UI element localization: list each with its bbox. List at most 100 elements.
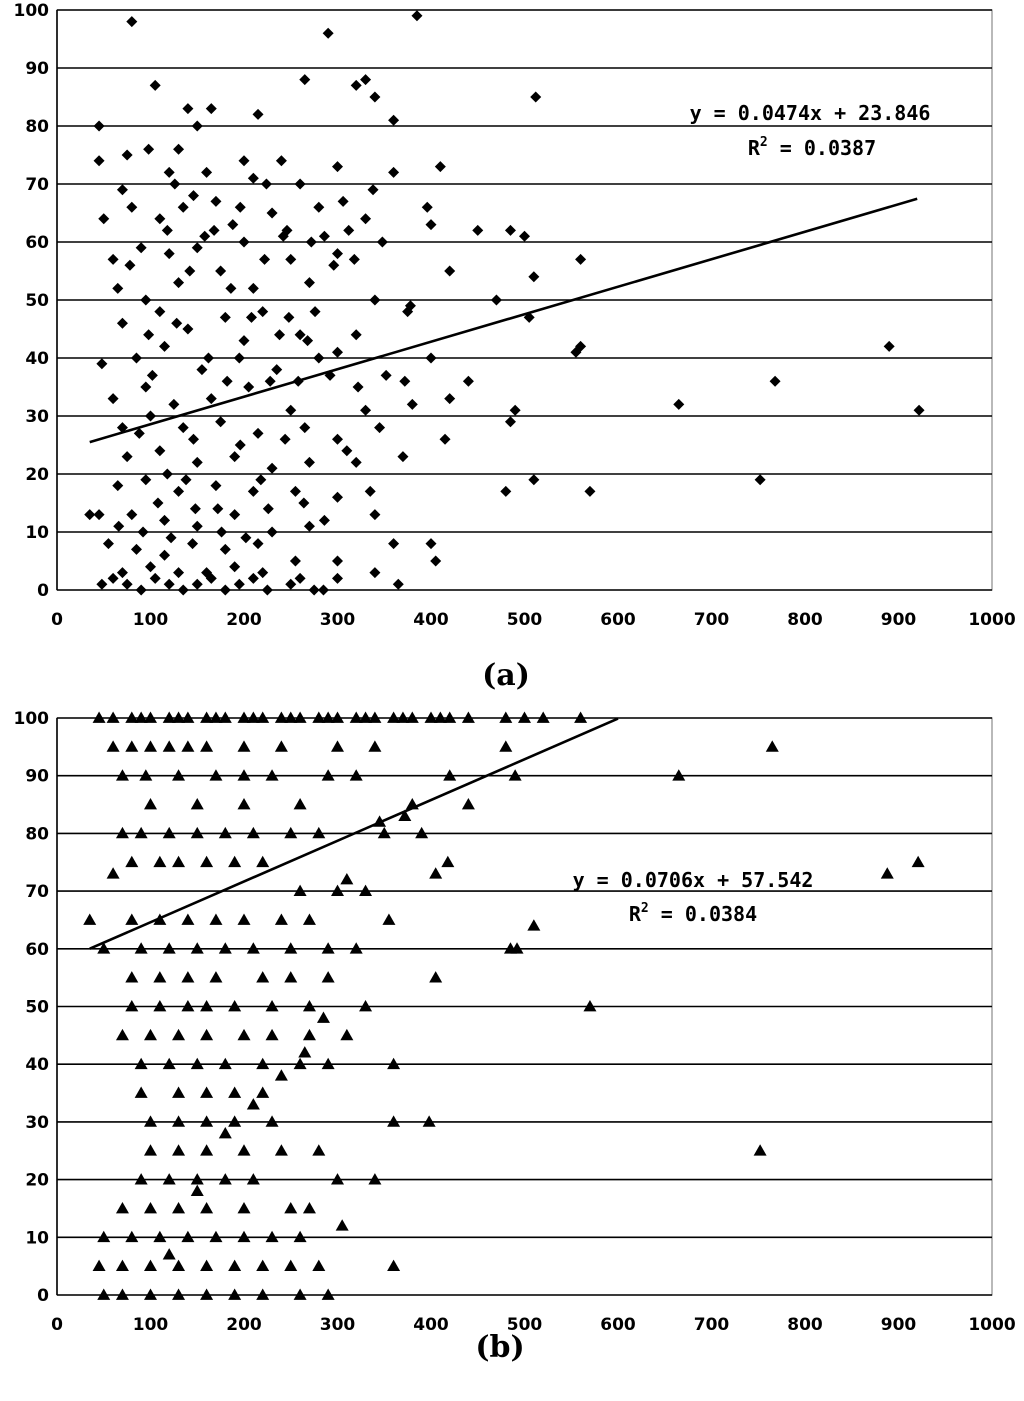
diamond-marker [260,178,272,190]
triangle-marker [396,711,410,723]
diamond-marker [332,433,343,445]
triangle-marker [349,711,363,723]
diamond-marker [227,219,239,231]
diamond-marker [180,474,192,486]
diamond-marker [191,120,203,132]
diamond-marker [425,352,437,364]
triangle-marker [359,884,373,896]
triangle-marker [429,867,443,879]
diamond-marker [229,451,241,463]
triangle-marker [125,740,139,752]
diamond-marker [298,497,310,509]
triangle-marker [359,711,373,723]
diamond-marker [221,375,233,387]
triangle-marker [246,711,260,723]
trendline [89,717,619,950]
diamond-marker [380,369,392,381]
r-squared-value: = 0.0384 [649,902,757,926]
diamond-marker [444,393,456,405]
y-tick-label: 10 [25,523,49,543]
triangle-marker [172,1201,186,1214]
triangle-marker [97,1288,111,1300]
y-tick-label: 30 [25,407,49,427]
diamond-marker [360,213,372,225]
diamond-marker [528,474,540,486]
triangle-marker [125,855,139,868]
triangle-marker [181,1230,195,1243]
triangle-marker [246,942,260,954]
diamond-marker [332,572,343,584]
triangle-marker [265,1230,279,1243]
triangle-marker [443,769,457,781]
diamond-marker [504,224,516,236]
diamond-marker [163,166,175,178]
triangle-marker [256,1288,270,1300]
x-tick-label: 300 [320,1315,356,1335]
diamond-marker [425,538,437,550]
diamond-marker [121,451,133,463]
diamond-marker [98,213,110,225]
triangle-marker [162,826,176,839]
triangle-marker [181,1000,195,1012]
x-tick-label: 100 [133,610,169,630]
diamond-marker [140,381,152,393]
diamond-marker [271,364,283,376]
diamond-marker [348,253,360,265]
diamond-marker [161,224,173,236]
triangle-marker [405,711,419,723]
diamond-marker [234,439,246,451]
diamond-marker [504,416,516,428]
triangle-marker [228,1259,242,1272]
diamond-marker [93,155,105,167]
triangle-marker [134,1086,148,1098]
triangle-marker [237,1201,251,1214]
triangle-marker [237,1028,251,1041]
triangle-marker [237,769,251,781]
x-tick-label: 1000 [968,1315,1015,1335]
diamond-marker [913,404,925,416]
diamond-marker [116,184,128,196]
triangle-marker [209,1230,223,1243]
triangle-marker [190,826,204,839]
triangle-marker [237,740,251,752]
diamond-marker [107,572,119,584]
diamond-marker [177,201,189,213]
diamond-marker [208,224,220,236]
triangle-marker [461,798,475,810]
diamond-marker [425,219,437,231]
diamond-marker [255,474,267,486]
diamond-marker [199,230,211,242]
triangle-marker [190,1184,204,1197]
y-tick-label: 60 [25,940,49,960]
triangle-marker [181,913,195,925]
r-squared-symbol: R [748,136,761,160]
diamond-marker [168,398,180,410]
diamond-marker [210,195,222,207]
diamond-marker [163,248,175,260]
diamond-marker [177,422,189,434]
diamond-marker [313,201,325,213]
triangle-marker [387,711,401,723]
triangle-marker [510,942,524,954]
diamond-marker [243,381,255,393]
diamond-marker [124,259,136,271]
x-tick-label: 0 [51,1315,63,1335]
diamond-marker [279,433,291,445]
triangle-marker [97,1230,111,1243]
diamond-marker [411,10,423,22]
triangle-marker [293,798,307,810]
x-tick-label: 800 [787,610,823,630]
triangle-marker [499,711,513,723]
triangle-marker [443,711,457,723]
triangle-marker [115,1201,129,1214]
triangle-marker [200,855,214,868]
triangle-marker [368,1173,382,1185]
diamond-marker [369,509,381,521]
r-squared-symbol: R [629,902,642,926]
diamond-marker [133,427,145,439]
diamond-marker [472,224,484,236]
triangle-marker [153,855,167,868]
diamond-marker [294,572,306,584]
triangle-marker [144,1144,157,1156]
triangle-marker [200,740,214,752]
